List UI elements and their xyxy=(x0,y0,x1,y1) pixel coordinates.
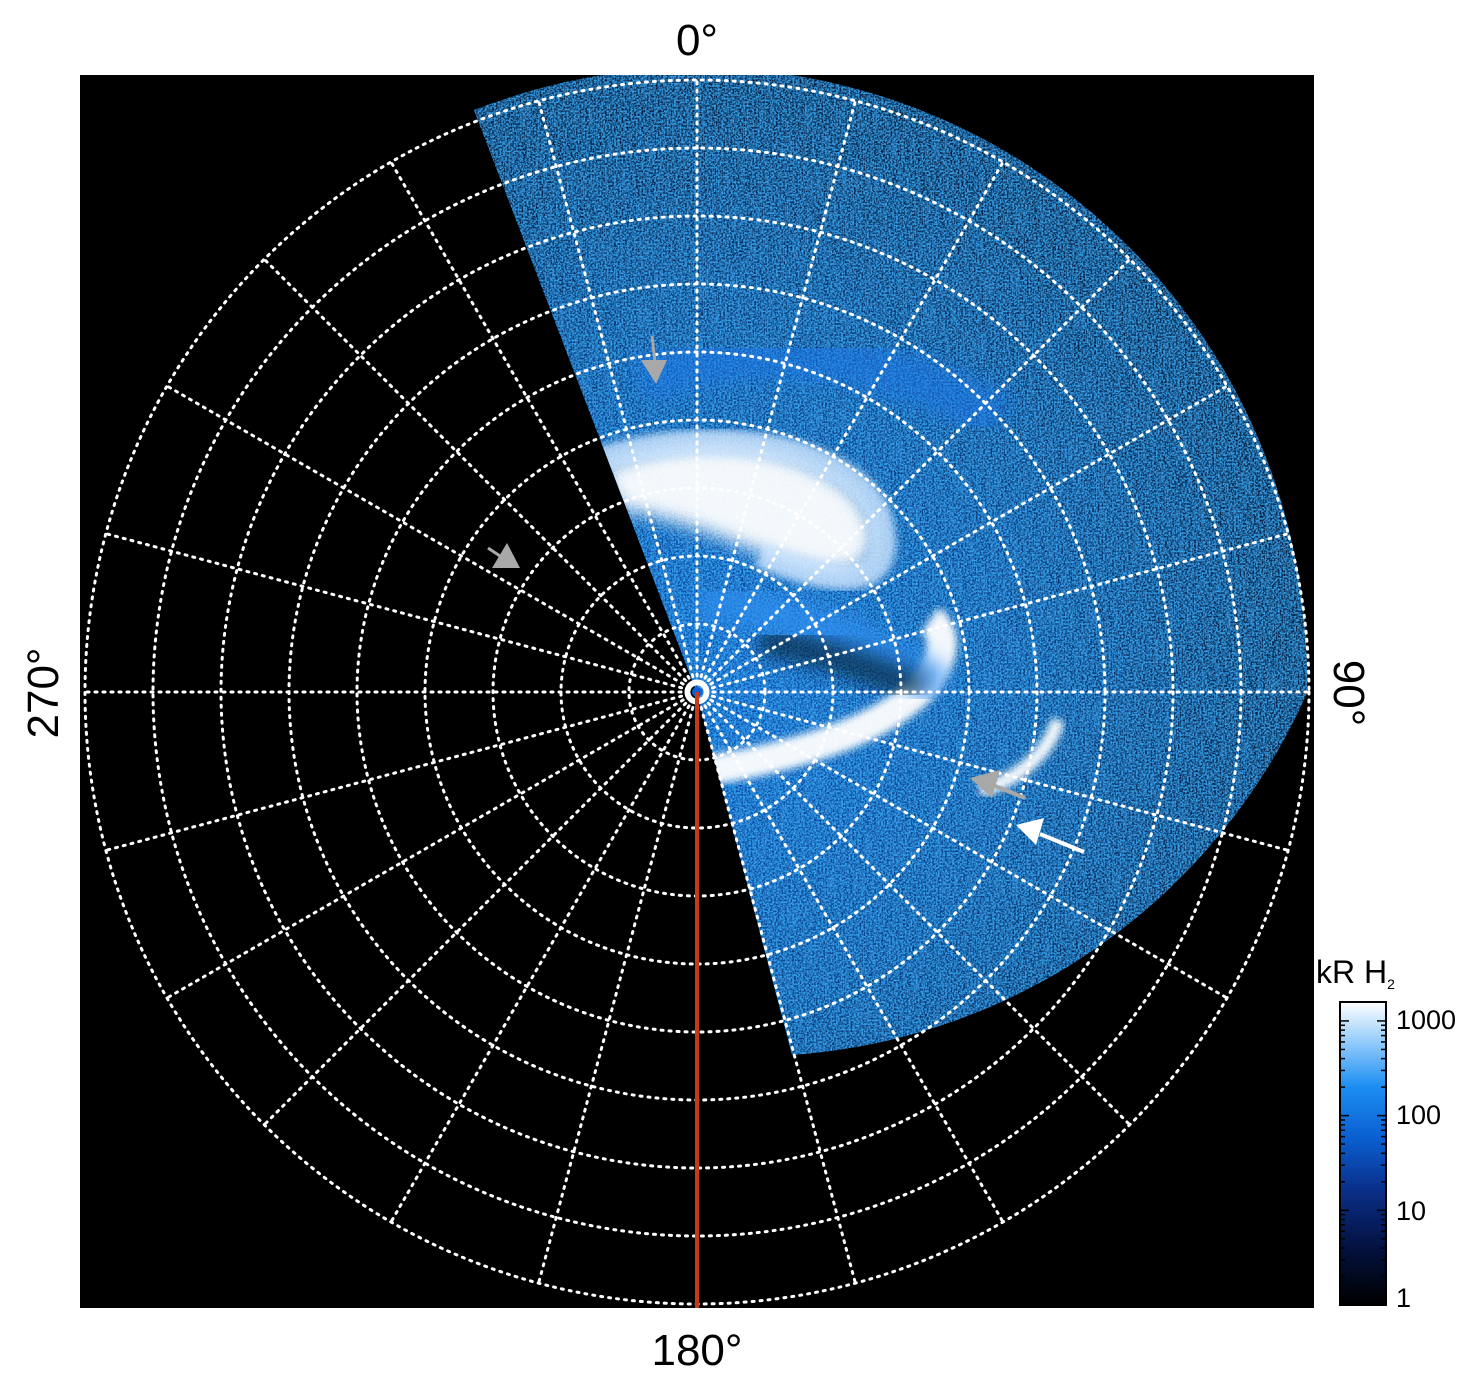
direction-label-right: 90° xyxy=(1324,660,1373,727)
colorbar-tick-10: 10 xyxy=(1396,1196,1426,1226)
grid-spoke xyxy=(104,690,699,852)
direction-label-top: 0° xyxy=(676,16,718,65)
grid-spoke xyxy=(262,257,699,694)
colorbar-tick-100: 100 xyxy=(1396,1100,1441,1130)
grid-spoke xyxy=(695,690,1290,852)
grid-spoke xyxy=(389,690,699,1224)
grid-ring xyxy=(355,350,1039,1034)
grid-spoke xyxy=(104,532,699,694)
colorbar-tick-1000: 1000 xyxy=(1396,1005,1456,1035)
grid-spoke xyxy=(695,690,1005,1224)
grid-spoke xyxy=(695,160,1005,694)
colorbar: kR H2 1000 100 10 1 xyxy=(1316,954,1456,1313)
direction-label-left: 270° xyxy=(19,647,68,738)
grid-spoke xyxy=(695,99,857,694)
grid-spoke xyxy=(695,690,1132,1127)
grid-spoke xyxy=(262,690,699,1127)
colorbar-tick-1: 1 xyxy=(1396,1283,1411,1313)
grid-spoke xyxy=(695,384,1229,694)
lower-arc xyxy=(709,607,957,785)
colorbar-tick-marks xyxy=(1340,1020,1386,1306)
grid-spoke xyxy=(165,384,699,694)
colorbar-title: kR H2 xyxy=(1316,954,1395,992)
direction-label-bottom: 180° xyxy=(651,1326,742,1375)
grid-spoke xyxy=(165,690,699,1000)
colorbar-title-main: kR H xyxy=(1316,954,1387,990)
polar-grid xyxy=(83,78,1311,1306)
grid-ring xyxy=(219,214,1175,1170)
colorbar-gradient xyxy=(1339,1001,1387,1306)
white-arrow-icon xyxy=(1016,818,1085,854)
grid-spoke xyxy=(537,99,699,694)
polar-plot xyxy=(80,75,1314,1308)
grid-spoke xyxy=(537,690,699,1285)
grid-spoke xyxy=(695,690,1229,1000)
grey-arrow-top-icon xyxy=(641,335,667,384)
colorbar-title-sub: 2 xyxy=(1387,976,1395,992)
grey-arrow-left-icon xyxy=(487,543,520,568)
grey-arrow-right-icon xyxy=(970,770,1026,800)
main-auroral-oval xyxy=(600,445,874,572)
grid-spoke xyxy=(695,532,1290,694)
grid-spoke xyxy=(695,257,1132,694)
grid-spoke xyxy=(389,160,699,694)
grid-spoke xyxy=(695,690,857,1285)
